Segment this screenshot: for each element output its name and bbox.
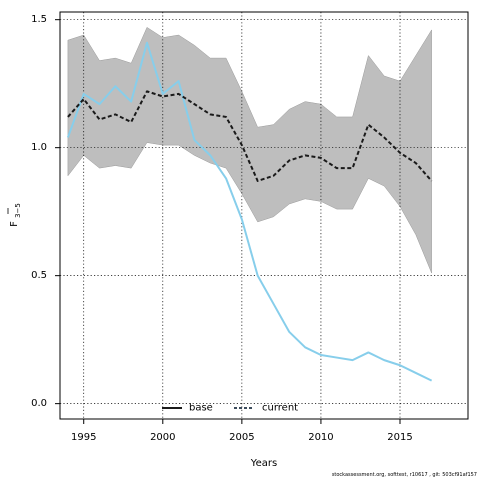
legend-label-current: current [262,403,298,414]
series-line-base [67,90,433,182]
y-axis-title-subscript: 3−5 [14,203,22,218]
x-axis-title: Years [250,458,277,469]
y-tick-label: 0.0 [31,398,47,409]
footer-note: stockassessment.org, softtest, r10617 , … [331,472,477,478]
x-tick-label: 2015 [387,432,412,443]
axis-layer: 1995 2000 2005 2010 2015 0.0 0.5 1.0 1.5 [31,14,413,443]
x-tick-label: 1995 [71,432,96,443]
y-tick-label: 1.5 [31,14,47,25]
legend-label-base: base [189,403,213,414]
y-tick-label: 1.0 [31,142,47,153]
y-tick-label: 0.5 [31,270,47,281]
x-tick-label: 2005 [229,432,254,443]
x-tick-label: 2010 [308,432,333,443]
confidence-band-layer [67,26,432,274]
plot-frame [59,11,469,420]
legend: base current [162,403,298,414]
series-layer [66,41,433,382]
grid-layer [60,12,468,419]
x-tick-label: 2000 [150,432,175,443]
y-axis-title: F 3−5 [9,203,22,227]
confidence-band [67,26,432,274]
y-axis-title-main: F [9,221,20,227]
series-line-current [66,41,433,382]
